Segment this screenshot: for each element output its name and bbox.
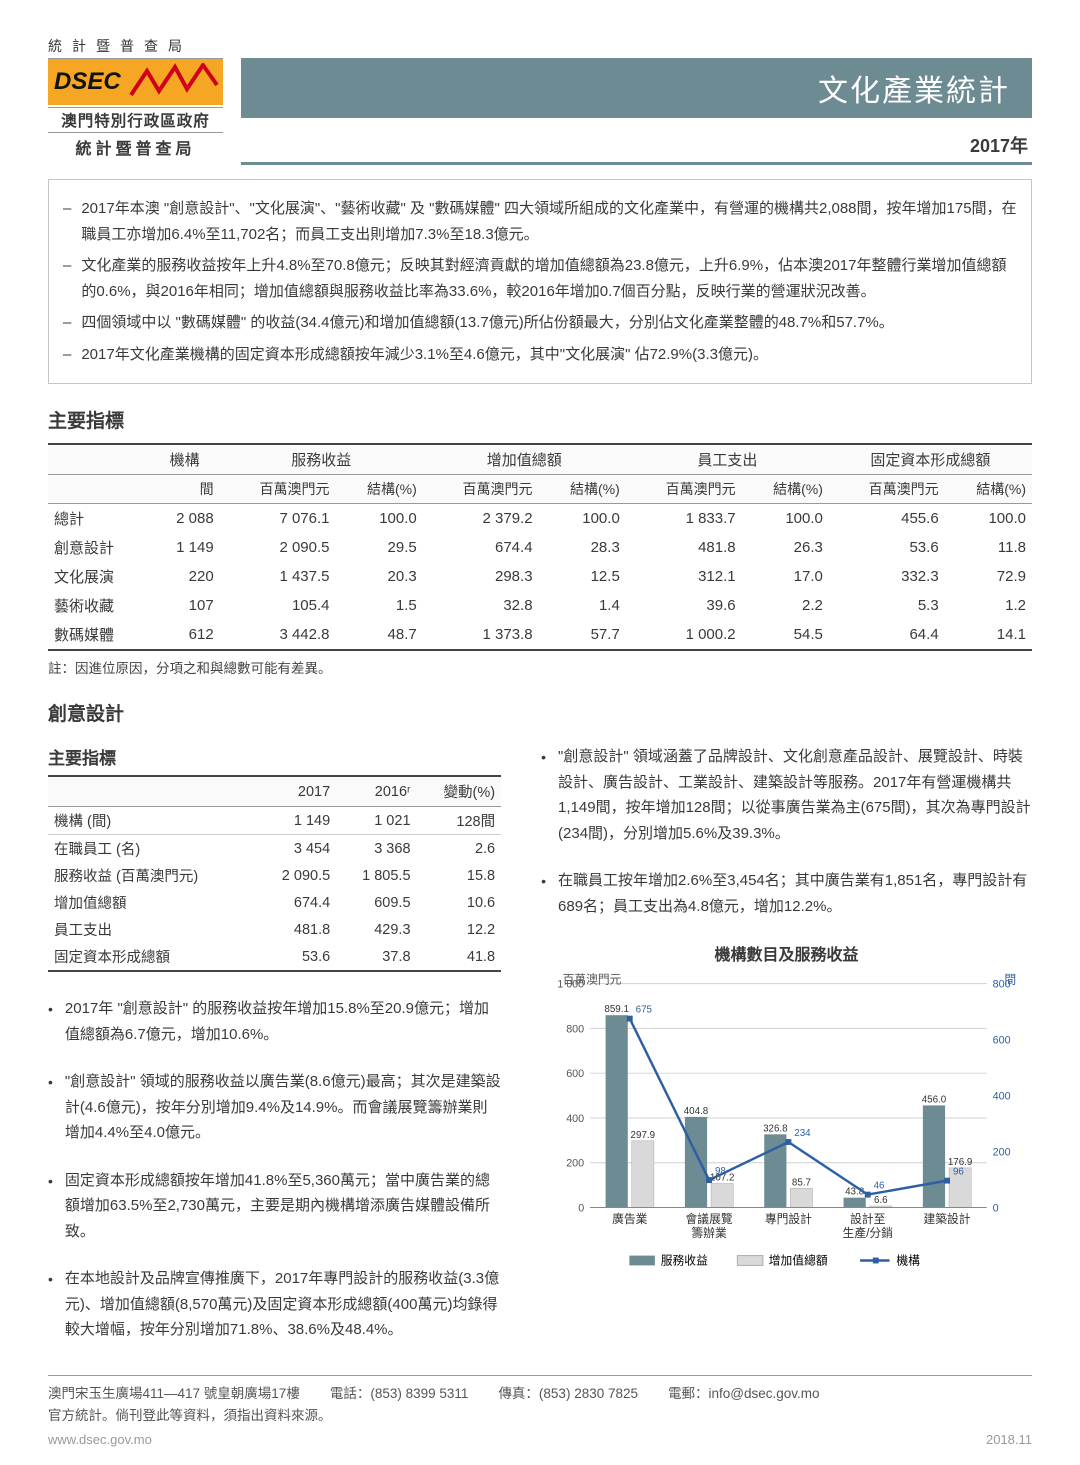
svg-text:85.7: 85.7 <box>792 1177 811 1188</box>
svg-text:859.1: 859.1 <box>605 1004 630 1015</box>
footer-email: info@dsec.gov.mo <box>709 1386 820 1401</box>
footer-tel: (853) 8399 5311 <box>370 1386 468 1401</box>
logo-top-text: 統計暨普查局 <box>48 36 223 59</box>
svg-text:百萬澳門元: 百萬澳門元 <box>563 974 622 987</box>
table-row: 在職員工 (名)3 4543 3682.6 <box>48 835 501 863</box>
svg-text:0: 0 <box>578 1202 584 1214</box>
svg-text:326.8: 326.8 <box>763 1123 788 1134</box>
table-row: 創意設計1 1492 090.529.5674.428.3481.826.353… <box>48 533 1032 562</box>
summary-bullet: –2017年本澳 "創意設計"、"文化展演"、"藝術收藏" 及 "數碼媒體" 四… <box>63 196 1017 247</box>
svg-text:建築設計: 建築設計 <box>924 1212 971 1226</box>
svg-text:0: 0 <box>993 1202 999 1214</box>
creative-heading: 創意設計 <box>48 699 1032 726</box>
footer-fax: (853) 2830 7825 <box>539 1386 638 1401</box>
footer-address: 澳門宋玉生廣場411—417 號皇朝廣場17樓 <box>48 1382 300 1402</box>
svg-text:間: 間 <box>1005 974 1017 987</box>
svg-text:400: 400 <box>993 1090 1011 1102</box>
logo-subtitle-1: 澳門特別行政區政府 <box>48 107 223 133</box>
svg-text:廣告業: 廣告業 <box>612 1212 648 1226</box>
svg-text:生產/分銷: 生產/分銷 <box>843 1226 894 1240</box>
right-bullets: •"創意設計" 領域涵蓋了品牌設計、文化創意產品設計、展覽設計、時裝設計、廣告設… <box>541 744 1032 919</box>
svg-text:600: 600 <box>993 1035 1011 1047</box>
svg-text:服務收益: 服務收益 <box>661 1253 708 1267</box>
logo-brand: DSEC <box>54 68 121 96</box>
summary-bullet: –四個領域中以 "數碼媒體" 的收益(34.4億元)和增加值總額(13.7億元)… <box>63 310 1017 336</box>
summary-box: –2017年本澳 "創意設計"、"文化展演"、"藝術收藏" 及 "數碼媒體" 四… <box>48 179 1032 384</box>
logo-subtitle-2: 統計暨普查局 <box>48 133 223 159</box>
svg-text:675: 675 <box>636 1005 653 1016</box>
year-label: 2017年 <box>241 124 1032 165</box>
svg-text:456.0: 456.0 <box>922 1094 947 1105</box>
svg-text:增加值總額: 增加值總額 <box>769 1253 828 1267</box>
summary-bullet: –文化產業的服務收益按年上升4.8%至70.8億元；反映其對經濟貢獻的增加值總額… <box>63 253 1017 304</box>
key-indicators-table: 機構服務收益增加值總額員工支出固定資本形成總額間百萬澳門元結構(%)百萬澳門元結… <box>48 443 1032 651</box>
creative-table: 20172016ʳ變動(%) 機構 (間)1 1491 021128間在職員工 … <box>48 775 501 972</box>
bar-line-chart: 02004006008001 0000200400600800百萬澳門元間859… <box>541 971 1032 1281</box>
footer-site: www.dsec.gov.mo <box>48 1432 152 1447</box>
svg-text:籌辦業: 籌辦業 <box>692 1226 728 1240</box>
svg-text:200: 200 <box>993 1146 1011 1158</box>
table-row: 機構 (間)1 1491 021128間 <box>48 807 501 835</box>
logo-block: 統計暨普查局 DSEC 澳門特別行政區政府 統計暨普查局 <box>48 36 223 159</box>
table-row: 員工支出481.8429.312.2 <box>48 916 501 943</box>
footer-date: 2018.11 <box>986 1432 1032 1447</box>
bullet-item: •"創意設計" 領域涵蓋了品牌設計、文化創意產品設計、展覽設計、時裝設計、廣告設… <box>541 744 1032 846</box>
svg-text:800: 800 <box>566 1023 584 1035</box>
bullet-item: •在本地設計及品牌宣傳推廣下，2017年專門設計的服務收益(3.3億元)、增加值… <box>48 1266 501 1343</box>
svg-text:設計至: 設計至 <box>850 1212 886 1226</box>
svg-text:200: 200 <box>566 1158 584 1170</box>
chart-title: 機構數目及服務收益 <box>541 941 1032 965</box>
svg-text:98: 98 <box>715 1166 726 1177</box>
svg-text:234: 234 <box>794 1128 811 1139</box>
bullet-item: •固定資本形成總額按年增加41.8%至5,360萬元；當中廣告業的總額增加63.… <box>48 1168 501 1245</box>
title-banner: 文化產業統計 <box>241 58 1032 118</box>
svg-text:機構: 機構 <box>897 1253 921 1267</box>
summary-bullet: –2017年文化產業機構的固定資本形成總額按年減少3.1%至4.6億元，其中"文… <box>63 342 1017 368</box>
svg-text:專門設計: 專門設計 <box>765 1212 812 1226</box>
logo-badge: DSEC <box>48 59 223 105</box>
page-footer: 澳門宋玉生廣場411—417 號皇朝廣場17樓 電話：(853) 8399 53… <box>48 1375 1032 1447</box>
key-indicators-heading: 主要指標 <box>48 406 1032 433</box>
footer-note: 官方統計。倘刊登此等資料，須指出資料來源。 <box>48 1404 1032 1424</box>
bullet-item: •"創意設計" 領域的服務收益以廣告業(8.6億元)最高；其次是建築設計(4.6… <box>48 1069 501 1146</box>
svg-text:會議展覽: 會議展覽 <box>686 1212 733 1226</box>
table-row: 數碼媒體6123 442.848.71 373.857.71 000.254.5… <box>48 620 1032 650</box>
svg-text:404.8: 404.8 <box>684 1106 709 1117</box>
creative-sub-heading: 主要指標 <box>48 744 501 769</box>
left-bullets: •2017年 "創意設計" 的服務收益按年增加15.8%至20.9億元；增加值總… <box>48 996 501 1343</box>
table-row: 藝術收藏107105.41.532.81.439.62.25.31.2 <box>48 591 1032 620</box>
svg-text:6.6: 6.6 <box>874 1195 888 1206</box>
svg-text:297.9: 297.9 <box>631 1130 656 1141</box>
svg-text:46: 46 <box>874 1181 885 1192</box>
table-row: 文化展演2201 437.520.3298.312.5312.117.0332.… <box>48 562 1032 591</box>
logo-zigzag-icon <box>129 63 219 101</box>
table-row: 固定資本形成總額53.637.841.8 <box>48 943 501 971</box>
svg-text:96: 96 <box>953 1167 964 1178</box>
table-row: 增加值總額674.4609.510.6 <box>48 889 501 916</box>
table-row: 服務收益 (百萬澳門元)2 090.51 805.515.8 <box>48 862 501 889</box>
table-note: 註：因進位原因，分項之和與總數可能有差異。 <box>48 657 1032 677</box>
svg-text:400: 400 <box>566 1113 584 1125</box>
table-row: 總計2 0887 076.1100.02 379.2100.01 833.710… <box>48 504 1032 534</box>
bullet-item: •在職員工按年增加2.6%至3,454名；其中廣告業有1,851名，專門設計有6… <box>541 868 1032 919</box>
svg-text:43.8: 43.8 <box>845 1187 865 1198</box>
bullet-item: •2017年 "創意設計" 的服務收益按年增加15.8%至20.9億元；增加值總… <box>48 996 501 1047</box>
svg-text:600: 600 <box>566 1068 584 1080</box>
